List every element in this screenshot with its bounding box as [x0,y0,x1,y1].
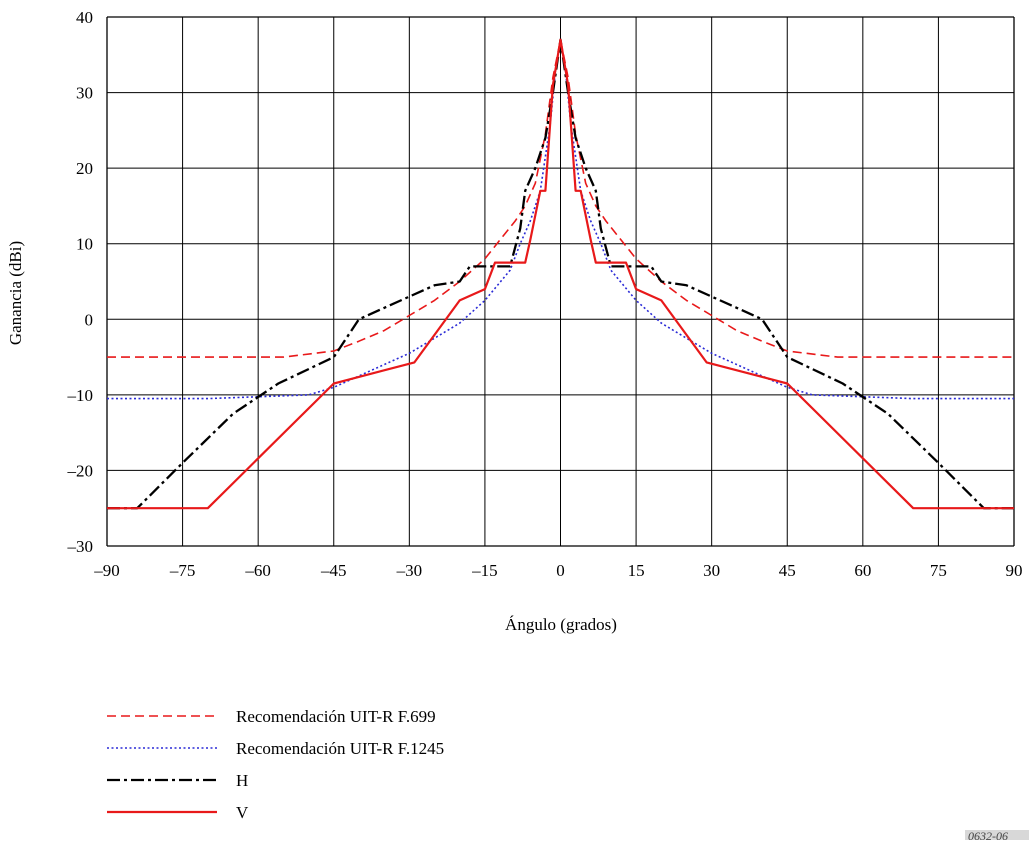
x-tick-label: 45 [779,561,796,580]
legend-label: H [236,771,248,790]
y-tick-label: 40 [76,8,93,27]
series-line-1 [107,38,1014,358]
series-line-4 [107,38,1014,510]
y-tick-label: –10 [67,386,94,405]
x-tick-label: 15 [628,561,645,580]
x-tick-label: 60 [854,561,871,580]
plot-series [107,38,1014,510]
y-tick-label: 0 [85,310,94,329]
x-axis-title: Ángulo (grados) [505,615,617,634]
y-tick-label: –20 [67,461,94,480]
x-tick-label: 90 [1006,561,1023,580]
x-tick-label: –45 [320,561,347,580]
tick-labels: –90 –75 –60 –45 –30 –15 0 15 30 45 60 75 90 –30 –20 –10… [67,8,1023,580]
x-tick-label: –15 [471,561,498,580]
x-tick-label: –75 [169,561,196,580]
x-tick-label: –60 [244,561,271,580]
y-axis-title: Ganancia (dBi) [6,241,25,345]
x-tick-label: –30 [396,561,423,580]
x-tick-label: 0 [556,561,565,580]
y-tick-label: 10 [76,235,93,254]
ref-tag: 0632-06 [968,829,1008,840]
grid [106,16,1015,547]
x-tick-label: 30 [703,561,720,580]
y-tick-label: 30 [76,84,93,103]
legend-label: Recomendación UIT-R F.1245 [236,739,444,758]
y-tick-label: 20 [76,159,93,178]
legend-label: Recomendación UIT-R F.699 [236,707,436,726]
y-tick-label: –30 [67,537,94,556]
legend-label: V [236,803,249,822]
x-tick-label: –90 [93,561,120,580]
x-tick-label: 75 [930,561,947,580]
legend: Recomendación UIT-R F.699 Recomendación U… [107,707,444,822]
